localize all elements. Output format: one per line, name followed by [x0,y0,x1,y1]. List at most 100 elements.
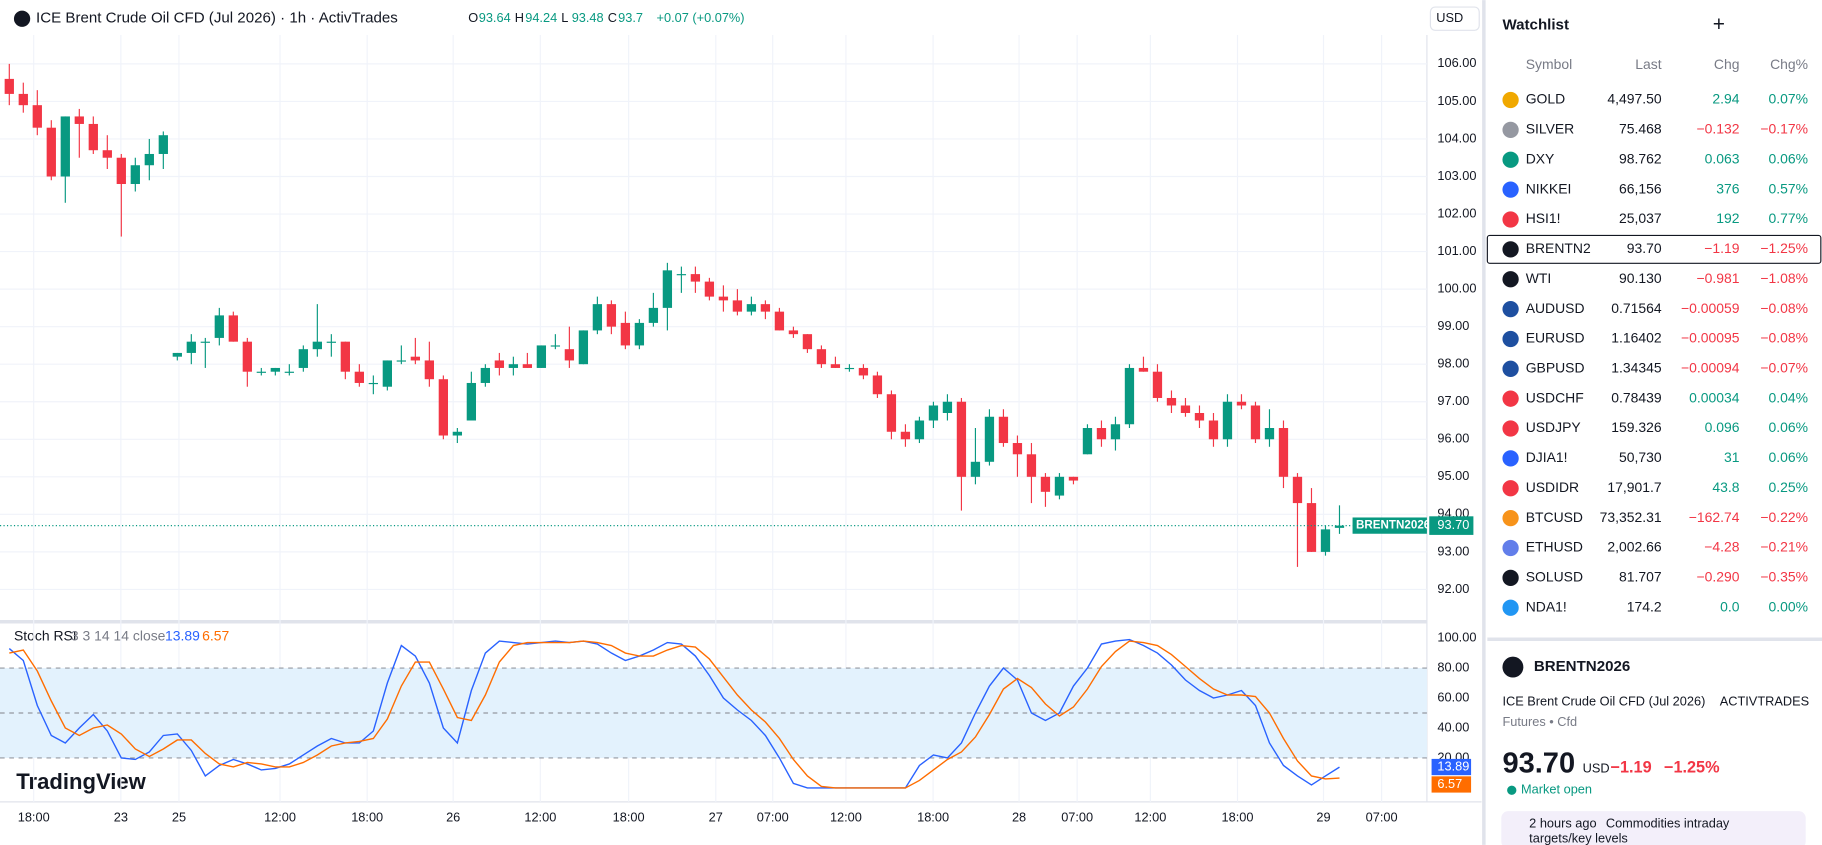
candle-body [340,341,350,372]
row-symbol[interactable]: HSI1! [1526,210,1561,226]
row-symbol[interactable]: BTCUSD [1526,509,1583,525]
row-symbol[interactable]: USDCHF [1526,389,1584,405]
watchlist-title[interactable]: Watchlist [1502,17,1569,34]
y-tick-label: 106.00 [1437,55,1476,70]
row-value: −1.25% [1760,240,1808,256]
detail-icon [1502,656,1524,678]
row-symbol[interactable]: SILVER [1526,121,1575,137]
y-tick-label: 100.00 [1437,629,1476,644]
candle-body [368,382,378,385]
add-button[interactable]: + [1713,13,1725,36]
row-value: 0.04% [1769,389,1809,405]
candle-body [130,165,140,185]
y-tick-label: 104.00 [1437,130,1476,145]
row-symbol[interactable]: USDJPY [1526,419,1581,435]
row-symbol[interactable]: NDA1! [1526,598,1567,614]
row-symbol[interactable]: AUDUSD [1526,300,1585,316]
row-value: −0.290 [1696,569,1739,585]
candle-body [872,375,883,395]
y-tick-label: 105.00 [1437,93,1476,108]
candle-body [270,367,280,372]
row-symbol[interactable]: DJIA1! [1526,449,1568,465]
ohlc-key: L [561,10,568,25]
symbol-icon [1502,330,1519,348]
x-tick-label: 18:00 [1222,810,1254,825]
candle-body [886,394,897,432]
row-value: 90.130 [1619,270,1662,286]
candle-body [522,364,533,368]
candle-body [1054,476,1065,496]
x-tick-label: 26 [446,810,460,825]
row-value: −0.17% [1760,121,1808,137]
candle-body [424,360,435,380]
news-title[interactable]: Commodities intraday [1606,815,1730,830]
candle-body [648,307,659,323]
candle-body [354,371,364,383]
row-value: −0.981 [1696,270,1739,286]
row-symbol[interactable]: DXY [1526,150,1555,166]
detail-currency: USD [1583,761,1610,776]
symbol-icon [1502,509,1519,527]
candle-body [480,367,491,383]
candle-body [200,341,210,343]
candle-body [1012,443,1023,455]
row-symbol[interactable]: NIKKEI [1526,180,1572,196]
candle-body [732,300,743,312]
detail-change-pct: −1.25% [1664,758,1720,776]
currency-button[interactable] [1429,6,1480,31]
candle-body [718,296,729,301]
candle-body [438,379,449,436]
candle-body [1124,367,1135,425]
row-value: 31 [1724,449,1740,465]
indicator-title[interactable]: Stoch RSI [14,628,77,644]
news-time[interactable]: 2 hours ago [1529,815,1596,830]
row-value: 17,901.7 [1607,479,1662,495]
candle-body [298,349,308,368]
candle-body [116,157,126,185]
value-badge [1431,776,1472,793]
x-tick-label: 18:00 [351,810,383,825]
chart-title[interactable]: ICE Brent Crude Oil CFD (Jul 2026) · 1h … [36,10,398,27]
candle-body [172,352,182,357]
value-badge-label: 6.57 [1437,776,1462,791]
row-value: 0.25% [1769,479,1809,495]
row-symbol[interactable]: WTI [1526,270,1552,286]
row-symbol[interactable]: GBPUSD [1526,360,1585,376]
candle-body [144,153,154,166]
row-symbol[interactable]: USDIDR [1526,479,1579,495]
candle-body [844,367,855,370]
candle-body [830,364,841,368]
ohlc-value: 93.64 [479,10,511,25]
candle-body [312,341,322,350]
news-card[interactable] [1501,811,1806,845]
candle-body [1222,401,1233,440]
row-value: 174.2 [1627,598,1662,614]
row-value: 1.34345 [1611,360,1662,376]
row-value: 98.762 [1619,150,1662,166]
indicator-params: 3 3 14 14 close [71,628,166,644]
candle-body [158,135,168,154]
row-value: −0.00059 [1681,300,1740,316]
row-value: 75.468 [1619,121,1662,137]
candle-body [690,274,701,282]
row-symbol[interactable]: EURUSD [1526,330,1585,346]
y-tick-label: 102.00 [1437,205,1476,220]
price-badge [1429,516,1474,535]
row-value: −162.74 [1689,509,1740,525]
candle-body [998,416,1009,444]
currency[interactable]: USD [1436,10,1463,25]
ohlc-value: 93.48 [572,10,604,25]
ohlc-key: O [468,10,478,25]
news-title-2[interactable]: targets/key levels [1529,830,1628,845]
row-symbol[interactable]: BRENTN2 [1526,240,1591,256]
symbol-icon [1502,151,1519,168]
y-tick-label: 96.00 [1437,431,1469,446]
candle-body [942,401,953,413]
row-symbol[interactable]: SOLUSD [1526,569,1583,585]
row-value: 0.77% [1769,210,1809,226]
row-value: 0.07% [1769,91,1809,107]
row-symbol[interactable]: GOLD [1526,91,1566,107]
row-symbol[interactable]: ETHUSD [1526,539,1583,555]
y-tick-label: 100.00 [1437,280,1476,295]
candle-body [452,431,463,436]
